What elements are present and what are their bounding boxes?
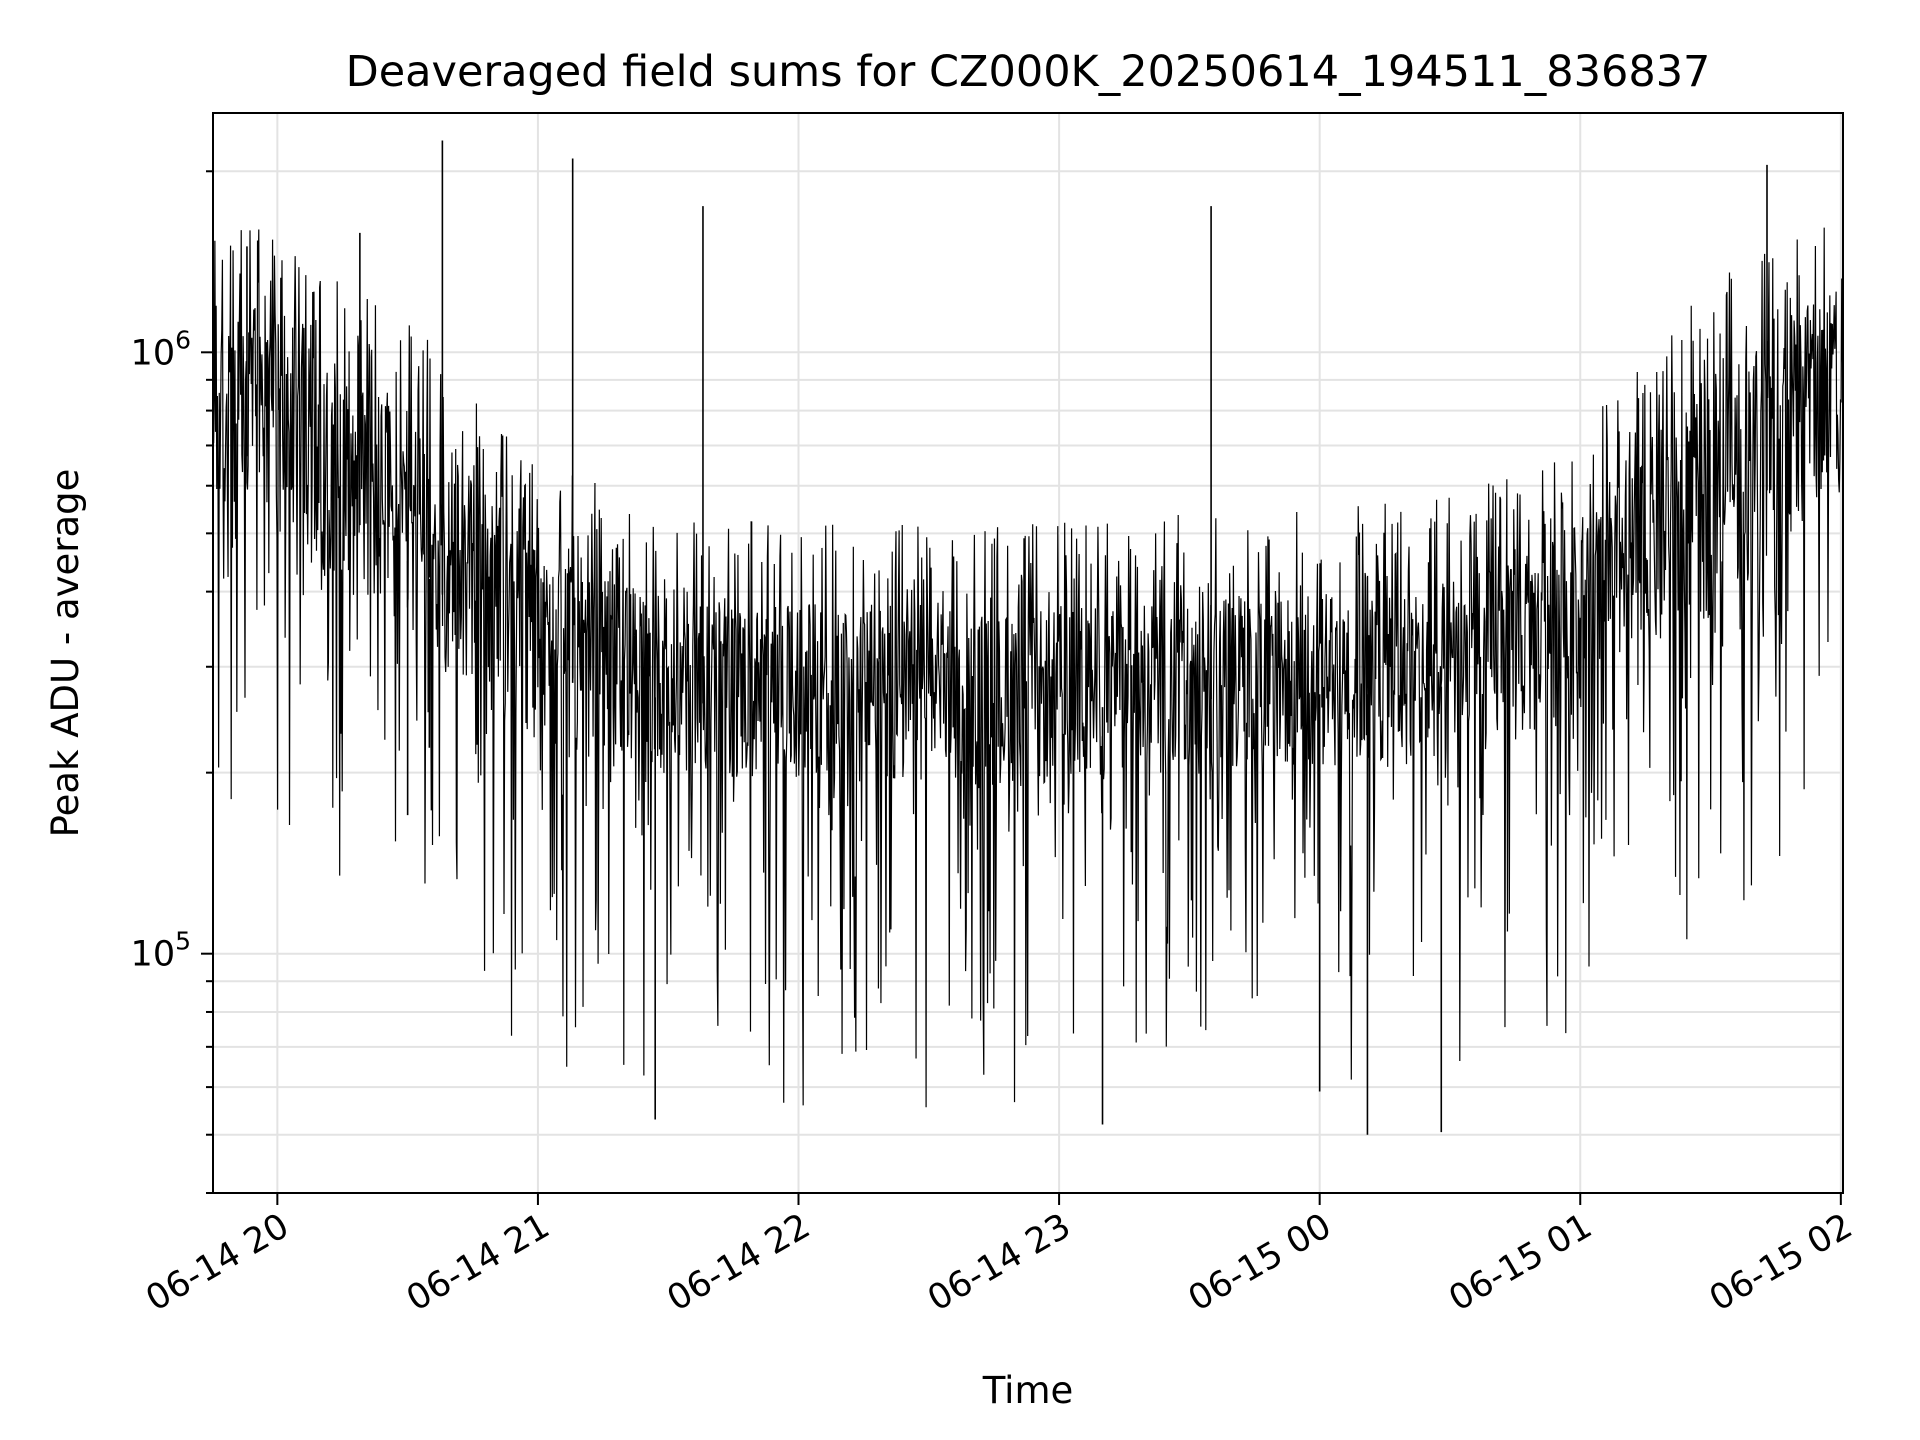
series-line [212, 227, 1844, 1108]
y-tick-exponent: 5 [175, 927, 191, 956]
y-axis-label: Peak ADU - average [44, 469, 87, 838]
x-axis-label: Time [982, 1369, 1074, 1412]
chart-title: Deaveraged field sums for CZ000K_2025061… [346, 47, 1711, 97]
y-tick-label: 105 [131, 927, 191, 975]
y-tick-base: 10 [131, 333, 176, 373]
y-tick-label: 106 [131, 325, 191, 373]
y-tick-base: 10 [131, 935, 176, 975]
y-tick-exponent: 6 [175, 325, 191, 354]
plot-frame [212, 112, 1844, 1194]
series-layer [212, 140, 1844, 1135]
